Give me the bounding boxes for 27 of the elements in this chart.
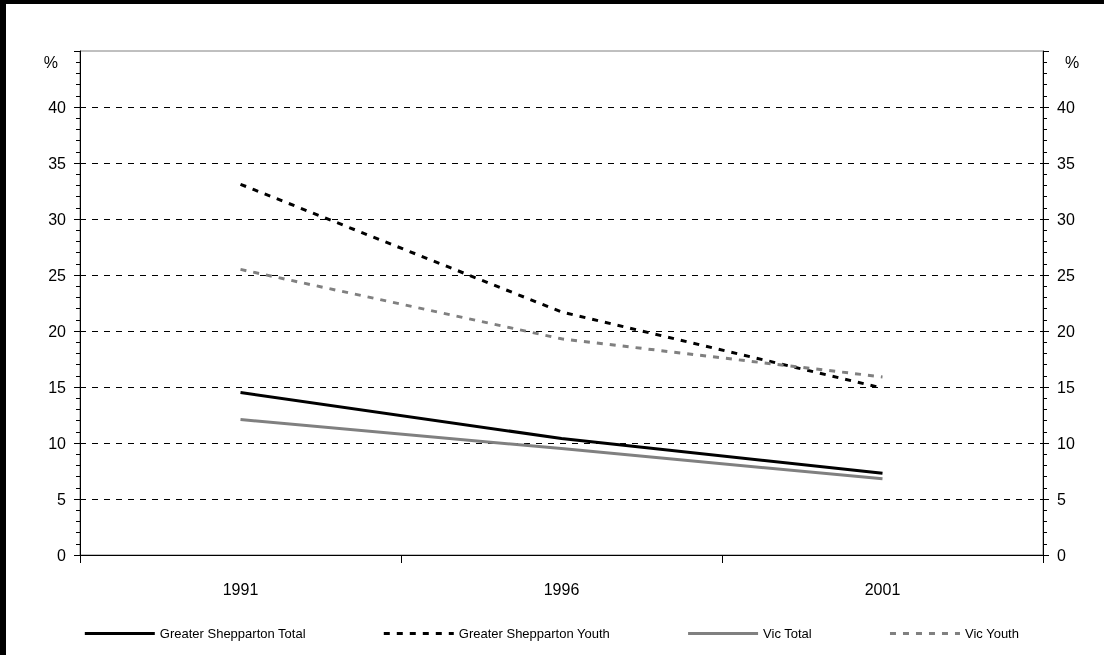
y-tick-label: 10 bbox=[48, 434, 67, 452]
y-tick-label: 5 bbox=[57, 490, 67, 508]
y2-tick-label: 35 bbox=[1057, 154, 1075, 172]
y-tick-label: 40 bbox=[48, 98, 67, 116]
y2-tick-label: 25 bbox=[1057, 266, 1075, 284]
y2-tick-label: 15 bbox=[1057, 378, 1075, 396]
legend-label: Greater Shepparton Youth bbox=[458, 626, 610, 641]
y2-tick-label: 40 bbox=[1057, 98, 1075, 116]
y2-axis-title: % bbox=[1065, 53, 1080, 71]
y-tick-label: 35 bbox=[48, 154, 67, 172]
y-tick-label: 25 bbox=[48, 266, 67, 284]
y2-tick-label: 5 bbox=[1057, 490, 1066, 508]
y-tick-label: 15 bbox=[48, 378, 67, 396]
y-tick-label: 30 bbox=[48, 210, 67, 228]
x-tick-label: 2001 bbox=[864, 580, 901, 598]
legend-label: Vic Total bbox=[763, 626, 812, 641]
legend-label: Greater Shepparton Total bbox=[159, 626, 306, 641]
y2-tick-label: 30 bbox=[1057, 210, 1075, 228]
y2-tick-label: 0 bbox=[1057, 546, 1066, 564]
y-tick-label: 20 bbox=[48, 322, 67, 340]
y2-tick-label: 10 bbox=[1057, 434, 1075, 452]
y2-tick-label: 20 bbox=[1057, 322, 1075, 340]
x-tick-label: 1996 bbox=[543, 580, 580, 598]
legend-label: Vic Youth bbox=[964, 626, 1019, 641]
y-tick-label: 0 bbox=[57, 546, 67, 564]
x-tick-label: 1991 bbox=[222, 580, 259, 598]
y-axis-title: % bbox=[43, 53, 58, 71]
